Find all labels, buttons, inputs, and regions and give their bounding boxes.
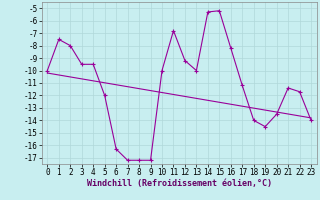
X-axis label: Windchill (Refroidissement éolien,°C): Windchill (Refroidissement éolien,°C) [87, 179, 272, 188]
